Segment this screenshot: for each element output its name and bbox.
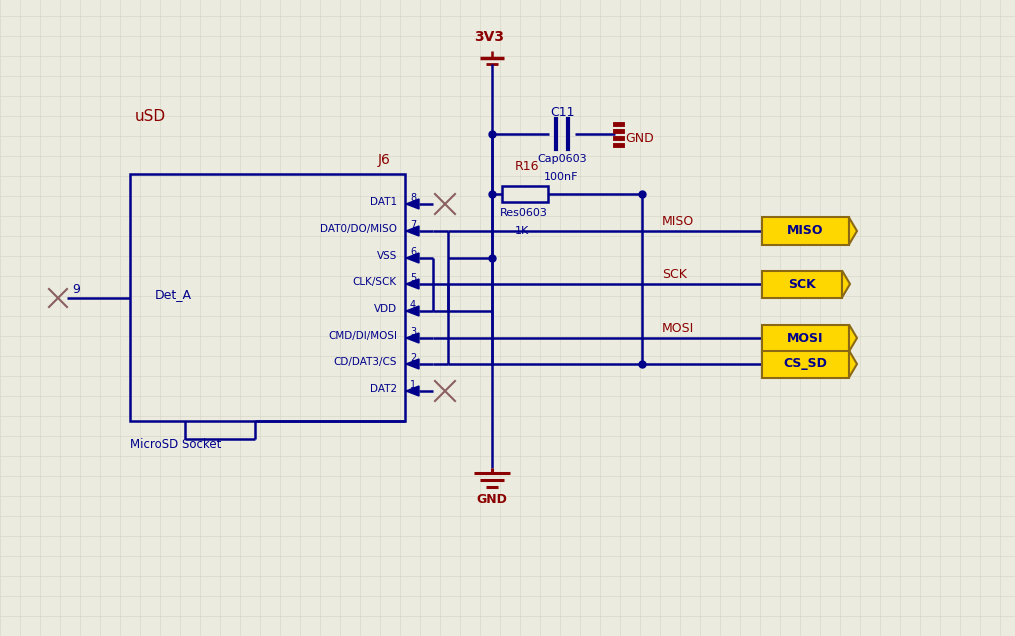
Text: GND: GND xyxy=(476,493,506,506)
Text: 3V3: 3V3 xyxy=(474,30,504,44)
FancyBboxPatch shape xyxy=(762,218,849,244)
FancyBboxPatch shape xyxy=(762,350,849,378)
FancyBboxPatch shape xyxy=(762,324,849,352)
Text: MOSI: MOSI xyxy=(788,331,824,345)
Polygon shape xyxy=(406,253,419,263)
Text: DAT0/DO/MISO: DAT0/DO/MISO xyxy=(320,224,397,234)
Text: 2: 2 xyxy=(410,353,416,363)
Polygon shape xyxy=(406,199,419,209)
Polygon shape xyxy=(406,386,419,396)
Polygon shape xyxy=(849,324,857,352)
Text: 3: 3 xyxy=(410,327,416,337)
Text: MISO: MISO xyxy=(662,215,694,228)
Text: SCK: SCK xyxy=(662,268,687,281)
Text: MISO: MISO xyxy=(788,225,824,237)
Text: VSS: VSS xyxy=(377,251,397,261)
Text: J6: J6 xyxy=(378,153,391,167)
Text: 4: 4 xyxy=(410,300,416,310)
Text: Cap0603: Cap0603 xyxy=(537,154,587,164)
Bar xyxy=(130,174,405,421)
Text: GND: GND xyxy=(625,132,654,144)
Polygon shape xyxy=(406,359,419,369)
Polygon shape xyxy=(406,279,419,289)
Polygon shape xyxy=(849,350,857,378)
Text: 7: 7 xyxy=(410,220,416,230)
Text: 5: 5 xyxy=(410,273,416,283)
Text: 9: 9 xyxy=(72,283,80,296)
Text: 8: 8 xyxy=(410,193,416,203)
Text: uSD: uSD xyxy=(135,109,166,124)
Text: DAT1: DAT1 xyxy=(369,197,397,207)
Text: MicroSD Socket: MicroSD Socket xyxy=(130,438,221,451)
Text: CD/DAT3/CS: CD/DAT3/CS xyxy=(334,357,397,367)
Polygon shape xyxy=(406,306,419,316)
Text: CLK/SCK: CLK/SCK xyxy=(353,277,397,287)
Text: Det_A: Det_A xyxy=(155,288,192,301)
Polygon shape xyxy=(406,333,419,343)
Text: C11: C11 xyxy=(550,106,574,119)
Text: CS_SD: CS_SD xyxy=(784,357,827,371)
Bar xyxy=(502,186,548,202)
Text: CMD/DI/MOSI: CMD/DI/MOSI xyxy=(328,331,397,341)
Text: Res0603: Res0603 xyxy=(500,208,548,218)
Text: 1K: 1K xyxy=(515,226,529,236)
Text: SCK: SCK xyxy=(788,277,816,291)
Text: VDD: VDD xyxy=(374,304,397,314)
Text: DAT2: DAT2 xyxy=(369,384,397,394)
Polygon shape xyxy=(406,226,419,236)
Text: 100nF: 100nF xyxy=(544,172,579,182)
Text: 6: 6 xyxy=(410,247,416,257)
Polygon shape xyxy=(849,218,857,244)
Text: MOSI: MOSI xyxy=(662,322,694,335)
Text: 1: 1 xyxy=(410,380,416,390)
Polygon shape xyxy=(842,270,850,298)
FancyBboxPatch shape xyxy=(762,270,842,298)
Text: R16: R16 xyxy=(515,160,540,173)
